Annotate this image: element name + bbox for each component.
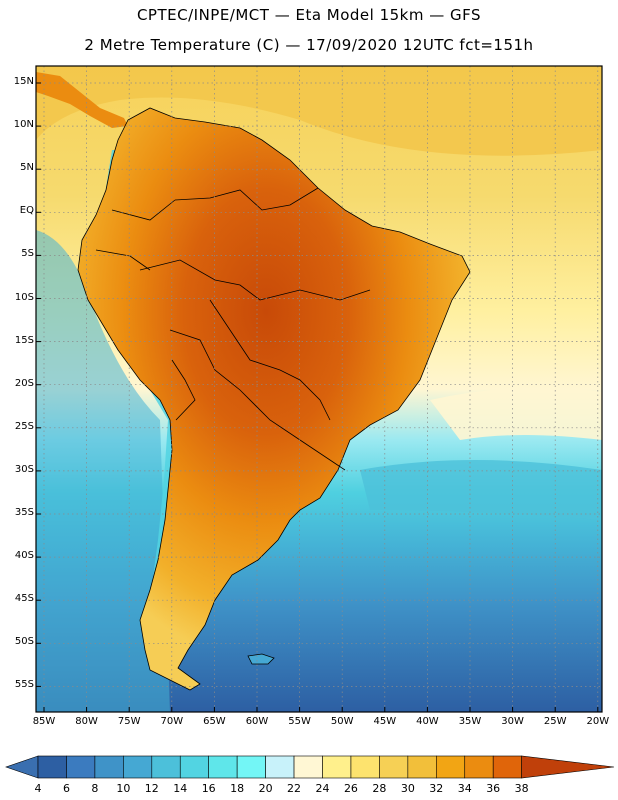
lon-label: 50W bbox=[330, 716, 354, 727]
map-title-model: CPTEC/INPE/MCT — Eta Model 15km — GFS bbox=[136, 6, 482, 24]
colorbar-swatch bbox=[322, 755, 352, 779]
colorbar-tick-label: 32 bbox=[429, 782, 444, 795]
lat-label: 5S bbox=[21, 248, 34, 260]
colorbar-swatch bbox=[435, 755, 466, 779]
colorbar-under-arrow bbox=[5, 755, 39, 779]
colorbar-over-arrow bbox=[521, 755, 615, 779]
colorbar-tick-label: 38 bbox=[514, 782, 529, 795]
colorbar-tick-label: 20 bbox=[258, 782, 273, 795]
colorbar-swatch bbox=[236, 755, 266, 779]
colorbar-tick-label: 26 bbox=[343, 782, 358, 795]
map-title-variable: 2 Metre Temperature (C) — 17/09/2020 12U… bbox=[84, 36, 534, 54]
colorbar-swatch bbox=[293, 755, 323, 779]
colorbar-tick-label: 22 bbox=[287, 782, 302, 795]
colorbar-tick-label: 4 bbox=[34, 782, 42, 795]
lon-label: 60W bbox=[245, 716, 269, 727]
lat-label: 10N bbox=[13, 119, 34, 131]
lat-label: EQ bbox=[19, 205, 34, 217]
colorbar-swatch bbox=[37, 755, 67, 779]
colorbar-tick-label: 8 bbox=[91, 782, 99, 795]
lat-label: 40S bbox=[14, 550, 34, 562]
colorbar-tick-label: 28 bbox=[372, 782, 387, 795]
map-frame bbox=[35, 65, 603, 713]
colorbar-tick-label: 30 bbox=[400, 782, 415, 795]
lon-label: 65W bbox=[203, 716, 226, 727]
lat-label: 35S bbox=[14, 507, 34, 518]
lat-label: 5N bbox=[20, 162, 34, 174]
colorbar-swatch bbox=[179, 755, 210, 779]
lat-label: 45S bbox=[14, 593, 34, 605]
lon-label: 75W bbox=[117, 716, 141, 727]
colorbar-tick-label: 6 bbox=[62, 782, 70, 795]
lon-label: 35W bbox=[458, 716, 482, 727]
lon-label: 40W bbox=[416, 716, 439, 727]
colorbar-tick-label: 10 bbox=[116, 782, 131, 795]
lon-label: 25W bbox=[543, 716, 567, 727]
lat-label: 30S bbox=[14, 463, 34, 475]
lon-label: 80W bbox=[75, 716, 98, 727]
colorbar-swatch bbox=[66, 755, 96, 779]
lon-label: 85W bbox=[32, 716, 56, 727]
colorbar-swatch bbox=[123, 755, 153, 779]
lat-label: 55S bbox=[14, 679, 34, 691]
lat-label: 10S bbox=[14, 291, 34, 303]
colorbar-swatch bbox=[94, 755, 124, 779]
colorbar-tick-label: 24 bbox=[315, 782, 330, 795]
lon-label: 30W bbox=[501, 716, 524, 727]
colorbar-tick-label: 16 bbox=[201, 782, 216, 795]
colorbar-tick-label: 14 bbox=[173, 782, 188, 795]
lon-label: 70W bbox=[160, 716, 184, 727]
lon-label: 55W bbox=[288, 716, 311, 727]
central-america-land bbox=[36, 72, 128, 128]
colorbar-swatch bbox=[350, 755, 380, 779]
colorbar-swatch bbox=[379, 755, 409, 779]
lat-label: 25S bbox=[14, 420, 34, 432]
colorbar-swatch bbox=[464, 755, 494, 779]
colorbar-swatch bbox=[208, 755, 238, 779]
colorbar bbox=[5, 755, 615, 779]
falkland-islands bbox=[247, 653, 275, 665]
lat-label: 20S bbox=[14, 377, 34, 389]
axis-ticks bbox=[36, 82, 599, 712]
colorbar-tick-label: 36 bbox=[486, 782, 501, 795]
lon-label: 20W bbox=[586, 716, 610, 727]
lat-label: 50S bbox=[14, 636, 34, 648]
colorbar-tick-label: 34 bbox=[457, 782, 472, 795]
colorbar-swatch bbox=[151, 755, 181, 779]
colorbar-tick-label: 18 bbox=[230, 782, 245, 795]
lon-label: 45W bbox=[373, 716, 397, 727]
colorbar-swatch bbox=[407, 755, 437, 779]
colorbar-swatch bbox=[265, 755, 295, 779]
colorbar-tick-label: 12 bbox=[144, 782, 159, 795]
colorbar-swatch bbox=[492, 755, 522, 779]
lat-label: 15N bbox=[13, 76, 34, 87]
lat-label: 15S bbox=[14, 334, 34, 346]
